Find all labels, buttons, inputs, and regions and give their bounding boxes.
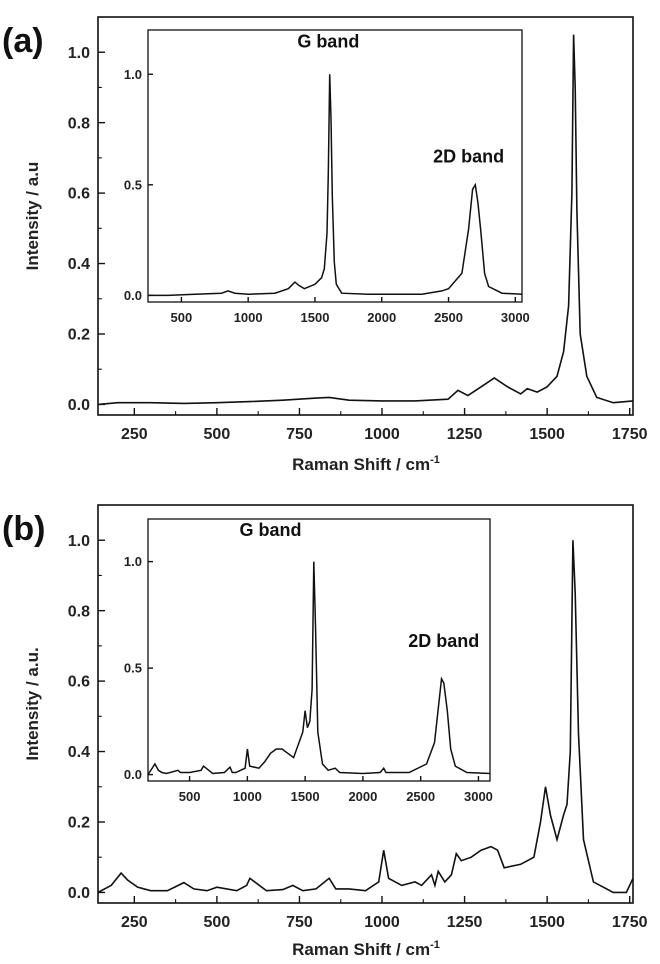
- y-tick-label: 0.0: [124, 288, 142, 303]
- y-tick-label: 0.4: [68, 744, 90, 761]
- panel-b-inset-2d-band-label: 2D band: [408, 631, 479, 651]
- x-tick-label: 1000: [233, 789, 262, 804]
- panel-a-label: (a): [2, 22, 44, 60]
- y-tick-label: 1.0: [68, 533, 90, 550]
- y-tick-label: 1.0: [124, 554, 142, 569]
- panel-b-inset-x-ticks: 500 1000 1500 2000 2500 3000: [179, 776, 493, 804]
- x-tick-label: 1500: [529, 426, 565, 443]
- x-tick-label: 3000: [501, 310, 530, 325]
- panel-b: 0.0 0.2 0.4 0.6 0.8 1.0 250 500 750 1000 1250 1500…: [23, 504, 648, 959]
- y-tick-label: 1.0: [68, 45, 90, 62]
- x-tick-label: 1000: [364, 426, 400, 443]
- y-tick-label: 0.8: [68, 115, 90, 132]
- panel-b-inset: 0.0 0.5 1.0 500 1000 1500 2000 2500 3000 G band…: [124, 518, 493, 804]
- x-tick-label: 2500: [434, 310, 463, 325]
- y-tick-label: 0.0: [68, 885, 90, 902]
- x-tick-label: 3000: [464, 789, 493, 804]
- x-tick-label: 2000: [348, 789, 377, 804]
- panel-a-inset-x-ticks: 500 1000 1500 2000 2500 3000: [171, 297, 530, 325]
- x-tick-label: 1250: [447, 426, 483, 443]
- y-tick-label: 0.5: [124, 661, 142, 676]
- y-tick-label: 0.5: [124, 177, 142, 192]
- panel-b-x-ticks: 250 500 750 1000 1250 1500 1750: [121, 896, 648, 931]
- panel-b-inset-spectrum-line: [147, 561, 491, 776]
- panel-a-inset: 0.0 0.5 1.0 500 1000 1500 2000 2500 3000 G band…: [124, 29, 530, 325]
- panel-a-inset-spectrum-line: [148, 74, 523, 297]
- x-tick-label: 500: [179, 789, 201, 804]
- panel-b-frame: [97, 504, 634, 904]
- panel-a-inset-frame: [147, 29, 523, 303]
- x-tick-label: 1250: [447, 914, 483, 931]
- y-tick-label: 0.6: [68, 674, 90, 691]
- panel-a-inset-y-ticks: 0.0 0.5 1.0: [124, 67, 153, 303]
- y-tick-label: 0.2: [68, 327, 90, 344]
- y-tick-label: 0.4: [68, 256, 90, 273]
- panel-a-frame: [97, 16, 634, 416]
- x-tick-label: 500: [204, 914, 231, 931]
- x-tick-label: 1750: [612, 426, 648, 443]
- panel-b-y-ticks: 0.0 0.2 0.4 0.6 0.8 1.0: [68, 533, 105, 902]
- y-tick-label: 0.2: [68, 815, 90, 832]
- panel-a-x-ticks: 250 500 750 1000 1250 1500 1750: [121, 408, 648, 443]
- y-tick-label: 0.8: [68, 603, 90, 620]
- y-tick-label: 0.0: [124, 767, 142, 782]
- panel-b-x-axis-title: Raman Shift / cm-1: [292, 939, 440, 959]
- x-tick-label: 250: [121, 426, 148, 443]
- y-tick-label: 1.0: [124, 67, 142, 82]
- panel-a-y-axis-title: Intensity / a.u: [23, 162, 42, 271]
- panel-b-inset-g-band-label: G band: [239, 520, 301, 540]
- panel-b-inset-y-ticks: 0.0 0.5 1.0: [124, 554, 153, 782]
- x-tick-label: 2500: [406, 789, 435, 804]
- x-tick-label: 1000: [364, 914, 400, 931]
- y-tick-label: 0.0: [68, 397, 90, 414]
- panel-a-x-axis-title-main: Raman Shift / cm: [292, 455, 430, 474]
- x-tick-label: 1500: [529, 914, 565, 931]
- x-tick-label: 2000: [367, 310, 396, 325]
- panel-a-x-axis-title-sup: -1: [430, 454, 440, 466]
- x-tick-label: 750: [286, 914, 313, 931]
- panel-a-x-axis-title: Raman Shift / cm-1: [292, 454, 440, 474]
- x-tick-label: 1000: [234, 310, 263, 325]
- x-tick-label: 1500: [291, 789, 320, 804]
- panel-b-spectrum-line: [97, 540, 634, 894]
- x-tick-label: 1750: [612, 914, 648, 931]
- panel-a-inset-2d-band-label: 2D band: [433, 147, 504, 167]
- x-tick-label: 250: [121, 914, 148, 931]
- x-tick-label: 500: [204, 426, 231, 443]
- x-tick-label: 1500: [301, 310, 330, 325]
- panel-b-x-axis-title-sup: -1: [430, 939, 440, 951]
- y-tick-label: 0.6: [68, 186, 90, 203]
- panel-a-spectrum-line: [97, 34, 634, 406]
- panel-b-label: (b): [2, 510, 45, 548]
- x-tick-label: 500: [171, 310, 193, 325]
- x-tick-label: 750: [286, 426, 313, 443]
- panel-b-y-axis-title: Intensity / a.u.: [23, 647, 42, 760]
- panel-b-x-axis-title-main: Raman Shift / cm: [292, 940, 430, 959]
- panel-a-inset-g-band-label: G band: [297, 32, 359, 52]
- panel-a-y-ticks: 0.0 0.2 0.4 0.6 0.8 1.0: [68, 45, 105, 414]
- panel-a: 0.0 0.2 0.4 0.6 0.8 1.0 250 500 750 1000 1250 1500…: [23, 16, 648, 474]
